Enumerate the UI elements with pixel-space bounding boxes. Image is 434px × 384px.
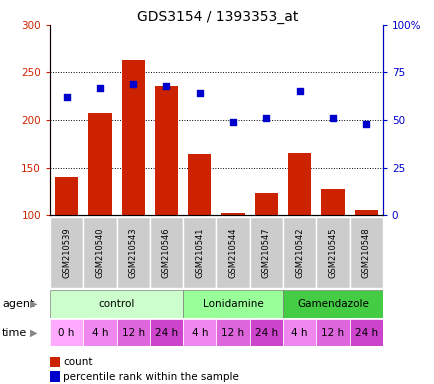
Text: 12 h: 12 h (321, 328, 344, 338)
Bar (183, 217, 216, 288)
Point (63, 94, 70, 100)
Text: 24 h: 24 h (155, 328, 178, 338)
Bar (316, 217, 349, 288)
Bar (216, 319, 249, 346)
Bar (183, 290, 283, 318)
Bar (349, 217, 382, 288)
Text: count: count (63, 357, 92, 367)
Point (262, 115, 269, 121)
Text: GSM210543: GSM210543 (128, 227, 138, 278)
Text: control: control (98, 299, 135, 309)
Text: 0 h: 0 h (58, 328, 75, 338)
Text: GSM210546: GSM210546 (161, 227, 171, 278)
Bar (88, 113, 112, 215)
Text: GSM210540: GSM210540 (95, 227, 104, 278)
Bar (149, 319, 183, 346)
Bar (155, 86, 178, 215)
Bar (183, 319, 216, 346)
Point (296, 88, 302, 94)
Text: GSM210545: GSM210545 (328, 227, 337, 278)
Bar (316, 319, 349, 346)
Bar (249, 319, 283, 346)
Text: agent: agent (2, 299, 34, 309)
Text: ▶: ▶ (30, 299, 37, 309)
Bar (283, 217, 316, 288)
Bar (149, 217, 183, 288)
Text: GSM210548: GSM210548 (361, 227, 370, 278)
Bar (283, 319, 316, 346)
Text: ▶: ▶ (30, 328, 37, 338)
Point (329, 115, 335, 121)
Bar (216, 217, 249, 288)
Text: GDS3154 / 1393353_at: GDS3154 / 1393353_at (137, 10, 297, 23)
Bar (249, 217, 283, 288)
Bar (287, 153, 311, 215)
Bar (254, 193, 277, 215)
Point (362, 121, 369, 127)
Text: time: time (2, 328, 27, 338)
Text: Gamendazole: Gamendazole (296, 299, 368, 309)
Bar (55, 177, 78, 215)
Text: 12 h: 12 h (221, 328, 244, 338)
Point (163, 83, 170, 89)
Bar (121, 60, 145, 215)
Bar (50, 319, 83, 346)
Point (96, 84, 103, 91)
Bar (50, 290, 183, 318)
Text: 4 h: 4 h (291, 328, 307, 338)
Bar (320, 189, 344, 215)
Point (196, 90, 203, 96)
Bar (116, 217, 149, 288)
Point (129, 81, 136, 87)
Bar (83, 319, 116, 346)
Bar (283, 290, 382, 318)
Bar (116, 319, 149, 346)
Text: GSM210542: GSM210542 (294, 227, 303, 278)
Bar (354, 210, 377, 215)
Point (229, 119, 236, 125)
Text: 12 h: 12 h (122, 328, 145, 338)
Text: GSM210539: GSM210539 (62, 227, 71, 278)
Text: GSM210541: GSM210541 (195, 227, 204, 278)
Text: percentile rank within the sample: percentile rank within the sample (63, 372, 238, 382)
Text: 4 h: 4 h (92, 328, 108, 338)
Text: 4 h: 4 h (191, 328, 207, 338)
Text: 24 h: 24 h (354, 328, 377, 338)
Text: 24 h: 24 h (254, 328, 277, 338)
Text: Lonidamine: Lonidamine (202, 299, 263, 309)
Text: GSM210547: GSM210547 (261, 227, 270, 278)
Bar (221, 213, 244, 215)
Bar (187, 154, 211, 215)
Text: GSM210544: GSM210544 (228, 227, 237, 278)
Bar (83, 217, 116, 288)
Bar (349, 319, 382, 346)
Bar (50, 217, 83, 288)
